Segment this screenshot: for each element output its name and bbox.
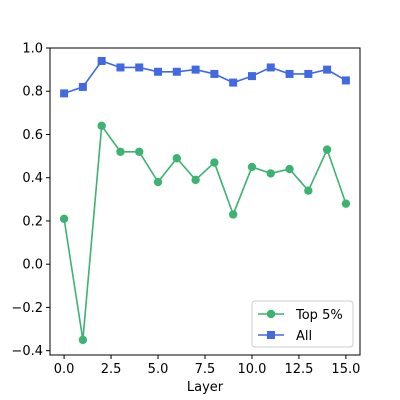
data-point-top-5 <box>78 335 88 345</box>
x-tick-label: 12.5 <box>284 362 313 377</box>
data-point-all <box>154 67 163 76</box>
data-point-all <box>78 82 87 91</box>
data-point-all <box>116 63 125 72</box>
data-point-all <box>60 89 69 98</box>
data-point-all <box>210 69 219 78</box>
data-point-all <box>191 65 200 74</box>
data-point-all <box>247 72 256 81</box>
x-axis-title: Layer <box>187 380 224 395</box>
data-point-top-5 <box>153 177 163 187</box>
data-point-all <box>266 63 275 72</box>
data-point-all <box>135 63 144 72</box>
legend-marker-top5 <box>266 309 276 319</box>
y-tick-label: 0.8 <box>22 85 43 100</box>
x-tick-label: 0.0 <box>54 362 75 377</box>
legend: Top 5% All <box>251 300 354 348</box>
data-point-top-5 <box>247 162 257 172</box>
x-tick-label: 5.0 <box>148 362 169 377</box>
y-tick-label: −0.2 <box>11 301 43 316</box>
data-point-top-5 <box>116 147 125 156</box>
data-point-top-5 <box>210 158 219 167</box>
series-line-top-5 <box>63 123 347 340</box>
data-point-top-5 <box>304 186 313 195</box>
y-tick-label: 0.4 <box>22 171 43 186</box>
legend-label-top5: Top 5% <box>295 308 343 323</box>
legend-label-all: All <box>296 329 312 344</box>
data-point-top-5 <box>228 210 238 219</box>
plot-frame <box>49 47 361 356</box>
y-tick-label: 1.0 <box>22 42 43 57</box>
series-line-all <box>63 60 347 95</box>
data-point-top-5 <box>135 147 144 156</box>
data-point-all <box>341 76 350 85</box>
data-point-all <box>323 65 332 74</box>
data-point-top-5 <box>97 121 106 131</box>
x-axis-ticks: 0.0 2.5 5.0 7.5 10.0 12.5 15.0 <box>54 355 360 377</box>
data-point-top-5 <box>172 154 182 163</box>
data-point-top-5 <box>191 175 200 185</box>
data-point-top-5 <box>59 214 69 223</box>
y-tick-label: 0.6 <box>22 128 43 143</box>
data-point-top-5 <box>285 164 294 174</box>
data-point-all <box>97 56 106 65</box>
data-point-top-5 <box>341 199 351 208</box>
series-layer <box>59 56 351 345</box>
data-point-all <box>172 67 181 76</box>
x-tick-label: 15.0 <box>331 362 360 377</box>
data-point-top-5 <box>322 145 332 154</box>
y-tick-label: −0.4 <box>11 344 43 359</box>
data-point-all <box>229 78 238 87</box>
data-point-top-5 <box>266 169 275 178</box>
data-point-all <box>304 69 313 78</box>
y-tick-label: 0.2 <box>22 214 43 229</box>
x-tick-label: 2.5 <box>101 362 122 377</box>
legend-marker-all <box>267 331 275 339</box>
data-point-all <box>285 69 294 78</box>
y-axis-ticks: −0.4 −0.2 0.0 0.2 0.4 0.6 0.8 1.0 <box>11 42 50 359</box>
x-tick-label: 10.0 <box>237 362 266 377</box>
y-tick-label: 0.0 <box>22 258 43 273</box>
x-tick-label: 7.5 <box>195 362 216 377</box>
